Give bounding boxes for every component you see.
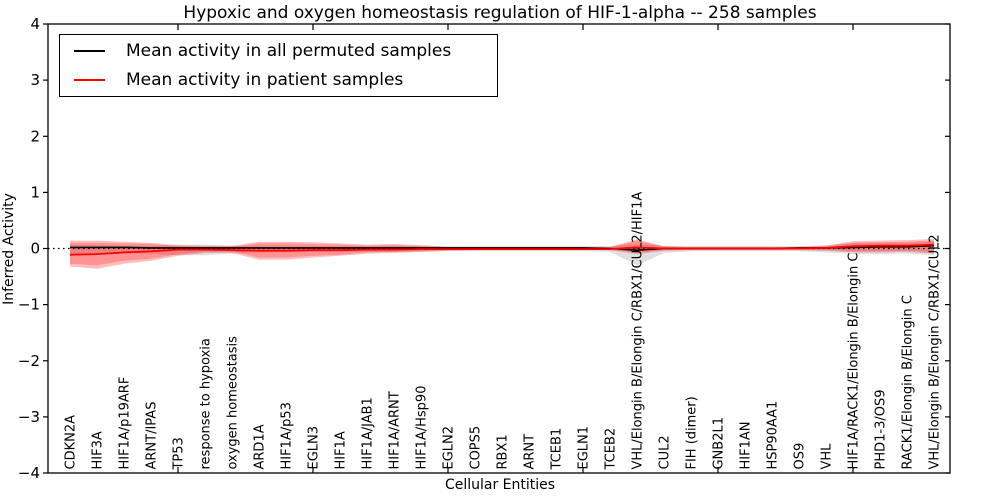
x-category-label: OS9 [793, 443, 808, 470]
legend-item-patient: Mean activity in patient samples [60, 67, 497, 93]
x-category-label: ARNT/IPAS [145, 402, 160, 470]
legend: Mean activity in all permuted samples Me… [59, 34, 498, 97]
mean-line-patient [69, 243, 935, 256]
y-tick-label: 3 [30, 71, 40, 89]
y-tick-label: 1 [30, 183, 40, 201]
y-tick-label: −3 [18, 408, 40, 426]
legend-label-permuted: Mean activity in all permuted samples [126, 41, 452, 61]
x-category-label: oxygen homeostasis [226, 336, 241, 470]
x-category-label: HIF1A/Hsp90 [415, 386, 430, 470]
x-category-label: ARD1A [253, 424, 268, 469]
x-category-label: HIF1A/JAB1 [361, 397, 376, 469]
x-category-label: GNB2L1 [712, 417, 727, 470]
x-category-label: TCEB2 [604, 428, 619, 471]
y-tick-label: 0 [30, 240, 40, 258]
x-category-label: EGLN1 [577, 426, 592, 470]
legend-item-permuted: Mean activity in all permuted samples [60, 38, 497, 64]
band-patient-samples-range-inner [70, 240, 934, 266]
x-category-label: HIF3A [91, 431, 106, 469]
x-category-label: HIF1A/RACK1/Elongin B/Elongin C [847, 253, 862, 470]
x-category-label: FIH (dimer) [685, 396, 700, 469]
x-category-label: CUL2 [658, 435, 673, 469]
x-category-label: response to hypoxia [199, 338, 214, 469]
legend-label-patient: Mean activity in patient samples [126, 70, 404, 90]
x-category-label: HIF1AN [739, 422, 754, 470]
x-category-label: HIF1A/p19ARF [118, 377, 133, 470]
band-patient-samples-range-outer [70, 239, 934, 269]
x-category-label: TP53 [172, 437, 187, 470]
x-category-label: HIF1A [334, 431, 349, 469]
legend-line-sample-permuted [74, 50, 105, 52]
x-category-label: RACK1/Elongin B/Elongin C [901, 295, 916, 469]
x-category-label: HSP90AA1 [766, 401, 781, 470]
x-category-label: RBX1 [496, 434, 511, 469]
x-category-label: ARNT [523, 434, 538, 470]
x-category-label: HIF1A/p53 [280, 402, 295, 469]
x-category-label: CDKN2A [64, 415, 79, 470]
chart-title: Hypoxic and oxygen homeostasis regulatio… [183, 3, 817, 23]
x-category-label: VHL/Elongin B/Elongin C/RBX1/CUL2/HIF1A [631, 192, 646, 470]
y-tick-label: −4 [18, 464, 40, 482]
y-tick-label: 4 [30, 15, 40, 33]
legend-line-sample-patient [74, 79, 105, 81]
x-category-label: VHL [820, 443, 835, 470]
x-category-label: PHD1-3/OS9 [874, 390, 889, 470]
y-tick-label: −2 [18, 352, 40, 370]
y-tick-label: 2 [30, 127, 40, 145]
x-category-label: TCEB1 [550, 428, 565, 471]
x-category-label: EGLN3 [307, 426, 322, 470]
y-tick-label: −1 [18, 296, 40, 314]
y-axis-title: Inferred Activity [1, 193, 17, 305]
x-axis-title: Cellular Entities [444, 477, 556, 493]
x-category-label: EGLN2 [442, 426, 457, 470]
x-category-label: VHL/Elongin B/Elongin C/RBX1/CUL2 [928, 234, 943, 469]
x-category-label: HIF1A/ARNT [388, 391, 403, 469]
x-category-label: COPS5 [469, 426, 484, 470]
